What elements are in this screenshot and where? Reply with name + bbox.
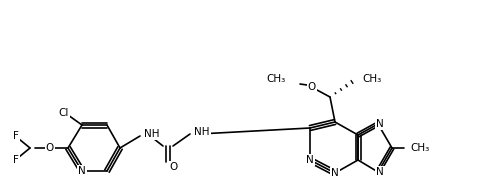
Text: N: N <box>376 119 384 129</box>
Text: N: N <box>306 155 314 165</box>
Text: NH: NH <box>144 129 159 139</box>
Text: F: F <box>13 155 19 165</box>
Text: NH: NH <box>194 127 210 137</box>
Text: O: O <box>308 82 316 92</box>
Text: N: N <box>331 168 339 178</box>
Text: O: O <box>46 143 54 153</box>
Text: CH₃: CH₃ <box>267 74 286 84</box>
Text: N: N <box>376 167 384 177</box>
Text: CH₃: CH₃ <box>362 74 381 84</box>
Text: CH₃: CH₃ <box>410 143 429 153</box>
Text: F: F <box>13 131 19 141</box>
Text: Cl: Cl <box>59 108 69 118</box>
Text: N: N <box>78 166 86 176</box>
Text: O: O <box>169 162 177 172</box>
